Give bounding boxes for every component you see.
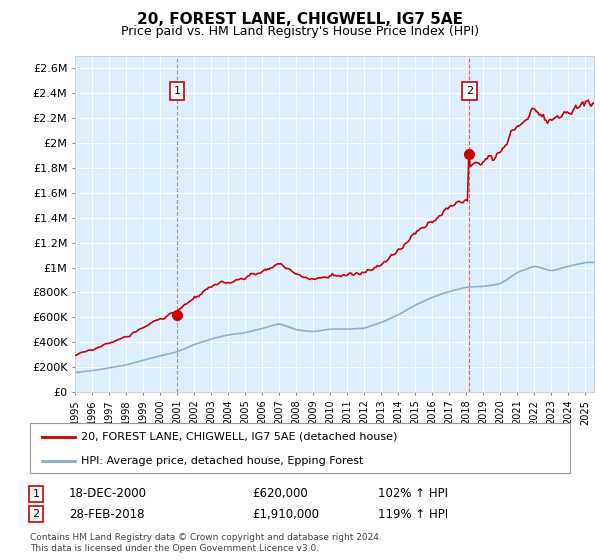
Text: 102% ↑ HPI: 102% ↑ HPI [378,487,448,501]
Text: £620,000: £620,000 [252,487,308,501]
Text: 28-FEB-2018: 28-FEB-2018 [69,507,145,521]
Text: 18-DEC-2000: 18-DEC-2000 [69,487,147,501]
Text: Contains HM Land Registry data © Crown copyright and database right 2024.
This d: Contains HM Land Registry data © Crown c… [30,533,382,553]
Text: 1: 1 [173,86,181,96]
Text: Price paid vs. HM Land Registry's House Price Index (HPI): Price paid vs. HM Land Registry's House … [121,25,479,38]
Text: £1,910,000: £1,910,000 [252,507,319,521]
Text: 20, FOREST LANE, CHIGWELL, IG7 5AE (detached house): 20, FOREST LANE, CHIGWELL, IG7 5AE (deta… [81,432,397,442]
Text: 1: 1 [32,489,40,499]
Text: 2: 2 [466,86,473,96]
Text: 20, FOREST LANE, CHIGWELL, IG7 5AE: 20, FOREST LANE, CHIGWELL, IG7 5AE [137,12,463,27]
Text: HPI: Average price, detached house, Epping Forest: HPI: Average price, detached house, Eppi… [81,456,364,465]
Text: 119% ↑ HPI: 119% ↑ HPI [378,507,448,521]
Text: 2: 2 [32,509,40,519]
